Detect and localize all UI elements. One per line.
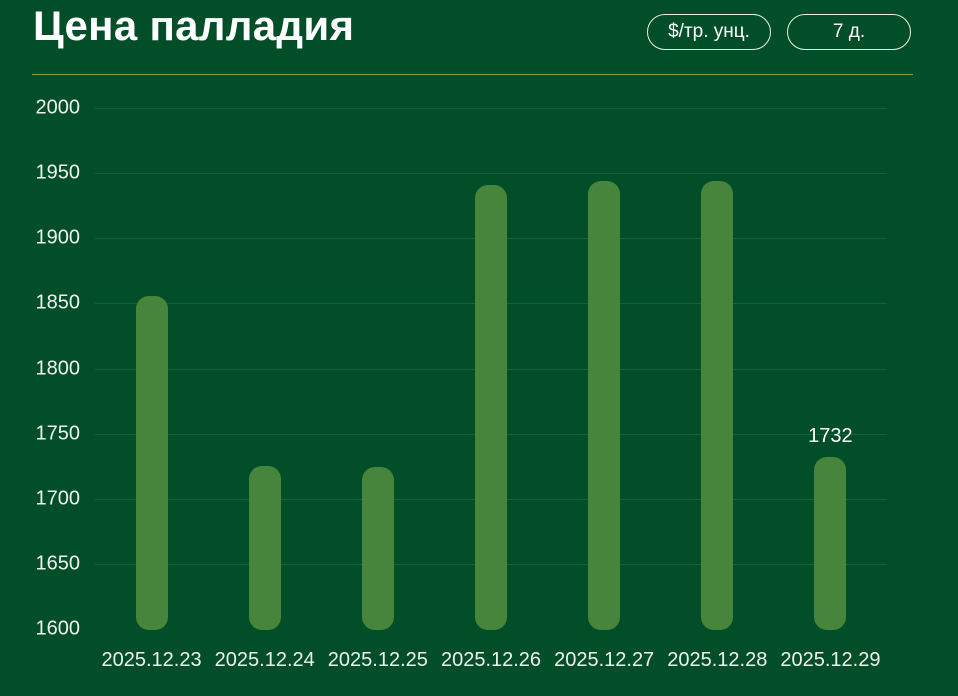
header-controls: $/тр. унц. 7 д.	[647, 14, 911, 50]
unit-toggle-button[interactable]: $/тр. унц.	[647, 14, 771, 50]
period-toggle-button[interactable]: 7 д.	[787, 14, 911, 50]
x-axis-tick-label: 2025.12.23	[101, 649, 202, 671]
y-axis-tick-label: 1800	[35, 357, 81, 379]
bar-2025.12.23[interactable]	[135, 295, 168, 630]
bar-2025.12.26[interactable]	[475, 184, 507, 630]
x-axis-tick-label: 2025.12.28	[667, 649, 768, 671]
y-axis-tick-label: 1700	[35, 487, 81, 510]
x-axis-tick-label: 2025.12.26	[440, 649, 542, 671]
x-axis-tick-label: 2025.12.25	[327, 649, 428, 671]
page-title: Цена палладия	[33, 2, 355, 49]
bar-value-label: 1732	[808, 425, 853, 448]
y-axis-tick-label: 1900	[35, 226, 81, 249]
bar-2025.12.29[interactable]	[814, 457, 847, 630]
y-axis-tick-label: 1950	[35, 161, 81, 184]
gridline	[95, 108, 887, 109]
bar-2025.12.28[interactable]	[701, 180, 734, 630]
y-axis-tick-label: 2000	[35, 96, 81, 119]
header-divider	[32, 74, 913, 75]
x-axis-tick-label: 2025.12.29	[780, 649, 881, 671]
x-axis-tick-label: 2025.12.27	[554, 649, 655, 671]
y-axis-tick-label: 1600	[35, 617, 81, 640]
x-axis-tick-label: 2025.12.24	[214, 649, 315, 671]
bar-2025.12.25[interactable]	[361, 467, 394, 630]
y-axis-tick-label: 1650	[35, 552, 81, 575]
bar-2025.12.24[interactable]	[248, 466, 281, 630]
y-axis-tick-label: 1850	[35, 291, 81, 314]
gridline	[95, 173, 887, 175]
y-axis-tick-label: 1750	[35, 422, 81, 445]
bar-2025.12.27[interactable]	[588, 180, 621, 630]
